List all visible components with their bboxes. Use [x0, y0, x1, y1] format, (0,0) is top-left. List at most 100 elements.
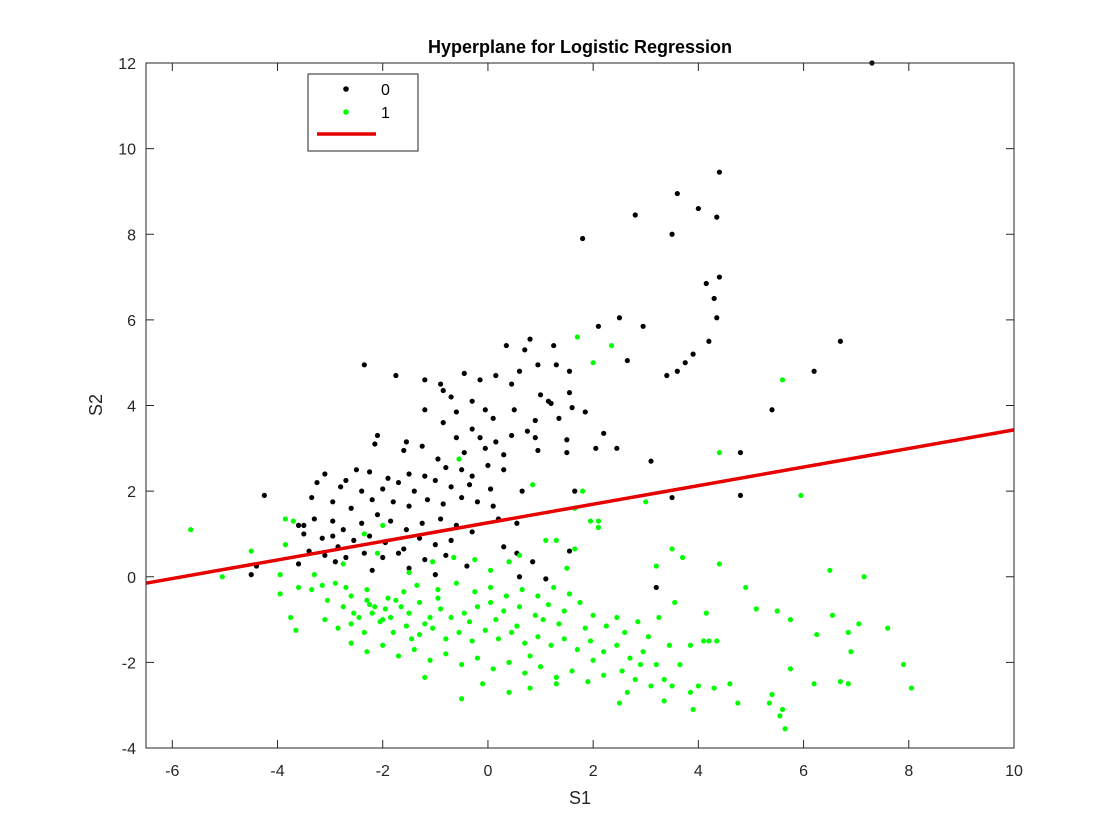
- data-point-class-0: [359, 488, 365, 494]
- data-point-class-0: [551, 342, 557, 349]
- data-point-class-0: [372, 441, 378, 447]
- x-tick-label: 2: [589, 763, 598, 780]
- data-point-class-1: [779, 706, 786, 713]
- data-point-class-0: [601, 430, 607, 436]
- data-point-class-1: [687, 642, 694, 648]
- data-point-class-0: [311, 516, 317, 522]
- data-point-class-1: [380, 642, 386, 648]
- data-point-class-1: [837, 679, 844, 685]
- data-point-class-1: [361, 531, 367, 537]
- data-point-class-1: [311, 572, 317, 578]
- data-point-class-1: [587, 518, 594, 524]
- data-point-class-0: [537, 392, 544, 398]
- hyperplane-line: [145, 428, 1015, 585]
- data-point-class-1: [530, 482, 536, 488]
- data-point-class-1: [814, 631, 820, 638]
- data-point-class-0: [403, 439, 409, 445]
- data-point-class-1: [390, 629, 396, 636]
- data-point-class-0: [653, 584, 659, 591]
- data-point-class-0: [530, 559, 536, 565]
- data-point-class-0: [469, 398, 475, 404]
- legend-marker-0: [343, 86, 349, 92]
- data-point-class-0: [406, 565, 412, 571]
- data-point-class-0: [340, 527, 346, 533]
- data-point-class-1: [416, 599, 423, 606]
- data-point-class-1: [527, 685, 533, 691]
- data-point-class-0: [711, 295, 717, 302]
- data-point-class-1: [672, 599, 678, 606]
- data-point-class-0: [524, 428, 530, 434]
- data-point-class-0: [448, 484, 454, 490]
- x-tick-label: -4: [270, 763, 284, 780]
- data-point-class-1: [430, 625, 436, 631]
- data-point-class-1: [703, 610, 709, 616]
- data-point-class-1: [590, 360, 596, 366]
- data-point-class-0: [351, 537, 357, 543]
- data-point-class-1: [472, 589, 478, 595]
- data-point-class-0: [359, 520, 365, 526]
- data-point-class-1: [395, 653, 402, 659]
- data-point-class-1: [480, 681, 486, 687]
- data-point-class-0: [432, 572, 438, 578]
- data-point-class-0: [532, 417, 538, 424]
- data-point-class-0: [737, 492, 744, 499]
- y-axis-title: S2: [86, 394, 106, 416]
- data-point-class-1: [414, 582, 420, 588]
- data-point-class-0: [440, 420, 446, 426]
- data-point-class-0: [516, 368, 523, 374]
- data-point-class-0: [648, 458, 654, 464]
- x-tick-label: -2: [376, 763, 390, 780]
- data-point-class-1: [527, 653, 533, 659]
- data-point-class-1: [427, 614, 433, 621]
- data-point-class-1: [601, 672, 607, 678]
- y-tick-label: -4: [122, 741, 136, 758]
- data-point-class-1: [666, 642, 673, 648]
- data-point-class-1: [677, 661, 683, 668]
- data-point-class-1: [787, 666, 794, 672]
- data-point-class-0: [416, 535, 423, 541]
- data-point-class-0: [330, 499, 336, 505]
- data-point-class-0: [369, 567, 375, 573]
- data-point-class-0: [330, 533, 336, 539]
- data-point-class-0: [616, 315, 623, 321]
- data-point-class-1: [495, 636, 502, 642]
- data-point-class-1: [506, 559, 512, 565]
- data-point-class-1: [516, 604, 523, 610]
- data-point-class-1: [687, 689, 694, 695]
- data-point-class-0: [461, 370, 467, 376]
- data-point-class-0: [469, 426, 475, 432]
- chart-title: Hyperplane for Logistic Regression: [428, 37, 732, 57]
- data-point-class-1: [506, 659, 512, 665]
- data-point-class-1: [361, 629, 367, 636]
- data-point-class-0: [295, 522, 302, 528]
- data-point-class-1: [282, 542, 289, 548]
- data-point-class-0: [437, 381, 444, 387]
- data-point-class-0: [614, 445, 620, 451]
- data-point-class-1: [908, 685, 915, 691]
- data-point-class-0: [737, 449, 744, 456]
- data-point-class-0: [514, 520, 520, 526]
- data-point-class-1: [282, 516, 289, 522]
- data-point-class-1: [382, 606, 388, 612]
- data-point-class-1: [540, 616, 546, 623]
- data-point-class-0: [522, 347, 528, 353]
- data-point-class-0: [385, 475, 391, 481]
- data-point-class-1: [403, 623, 409, 629]
- data-point-class-1: [595, 524, 602, 531]
- data-point-class-0: [469, 529, 475, 535]
- data-point-class-0: [440, 387, 446, 394]
- data-point-class-1: [614, 614, 620, 621]
- data-point-class-1: [743, 584, 749, 591]
- data-point-class-0: [301, 522, 307, 528]
- data-point-class-1: [619, 668, 625, 674]
- data-point-class-1: [472, 557, 478, 563]
- data-point-class-0: [422, 407, 428, 413]
- data-point-class-0: [361, 550, 367, 556]
- data-point-class-1: [188, 527, 194, 533]
- data-point-class-1: [616, 700, 623, 706]
- data-point-class-1: [398, 604, 404, 610]
- data-point-class-0: [477, 377, 483, 383]
- data-point-class-1: [427, 657, 433, 663]
- data-point-class-1: [388, 614, 394, 621]
- data-point-class-1: [443, 636, 449, 642]
